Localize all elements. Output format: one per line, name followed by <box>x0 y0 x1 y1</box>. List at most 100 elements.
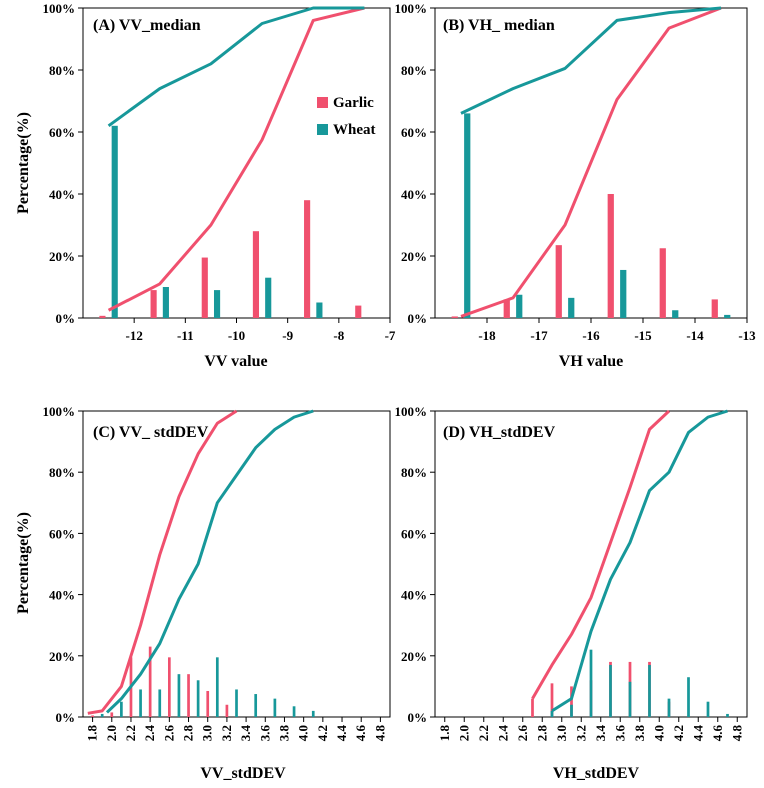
panel-a-frame <box>82 7 391 319</box>
panel-c-frame <box>82 410 391 718</box>
panel-c-bar-wheat-4 <box>177 674 181 717</box>
panel-d-bar-wheat-0 <box>550 710 554 717</box>
panel-d-xlabel: VH_stdDEV <box>553 765 640 782</box>
panel-c-bar-wheat-7 <box>235 689 238 717</box>
panel-d-lines <box>531 409 728 713</box>
panel-c-bar-wheat-1 <box>120 701 123 717</box>
panel-a-xtick-label-0: -12 <box>125 328 142 343</box>
panel-c-xtick-label-10: 3.8 <box>276 725 291 742</box>
panel-a-xtick-label-2: -10 <box>228 328 245 343</box>
panel-c-xtick-label-5: 2.8 <box>181 725 196 742</box>
legend-garlic-label: Garlic <box>333 95 374 111</box>
panel-a-xticks: -12 -11 -10 -9 -8 -7 <box>125 318 396 343</box>
panel-b-bar-wheat-3 <box>620 269 627 318</box>
panel-d-bar-wheat-8 <box>706 701 710 717</box>
panel-c-lines <box>87 409 314 715</box>
panel-b-xtick-label-1: -17 <box>530 328 548 343</box>
legend-wheat-swatch <box>317 124 328 135</box>
panel-c-xtick-label-12: 4.2 <box>315 725 330 741</box>
panel-d-xtick-label-15: 4.8 <box>729 725 744 742</box>
panel-b-xtick-label-3: -15 <box>634 328 652 343</box>
panel-d-bar-garlic-1 <box>550 683 554 717</box>
panel-d-xtick-label-9: 3.6 <box>612 725 627 742</box>
panel-b: 0% 20% 40% 60% 80% 100% -18 -17 -16 -15 -14 -13 (B… <box>395 1 757 370</box>
panel-c-bar-garlic-6 <box>206 690 210 717</box>
panel-c-bar-wheat-0 <box>100 713 104 717</box>
panel-d-ytick-label-3: 60% <box>401 526 427 541</box>
panel-d-xtick-label-11: 4.0 <box>651 725 666 741</box>
panel-a-yticks: 0% 20% 40% 60% 80% 100% <box>43 1 83 326</box>
legend: Garlic Wheat <box>317 95 376 138</box>
panel-c-bar-wheat-5 <box>196 680 200 717</box>
panel-d-yticks: 0% 20% 40% 60% 80% 100% <box>395 404 435 725</box>
panel-b-bar-wheat-1 <box>516 294 523 318</box>
panel-a-xtick-label-3: -9 <box>282 328 293 343</box>
panel-d-xtick-label-2: 2.2 <box>476 725 491 741</box>
panel-a-lines <box>107 6 365 312</box>
panel-c-title: (C) VV_ stdDEV <box>93 424 209 441</box>
panel-d-xtick-label-0: 1.8 <box>437 725 452 742</box>
panel-a-cumulative-line-wheat <box>107 6 365 128</box>
panel-c-xticks: 1.8 2.0 2.2 2.4 2.6 2.8 3.0 3.2 3.4 3.6 3.8 4.0 4.2 4… <box>85 717 387 742</box>
panel-c-bar-wheat-10 <box>292 706 296 717</box>
panel-a-cumulative-line-garlic <box>107 6 365 312</box>
panel-b-lines <box>460 6 722 318</box>
panel-b-xticks: -18 -17 -16 -15 -14 -13 <box>478 318 756 343</box>
panel-c-bar-garlic-1 <box>110 712 114 717</box>
panel-a-ytick-label-5: 100% <box>43 1 76 16</box>
panel-d-ytick-label-5: 100% <box>395 404 428 419</box>
panel-c-bar-wheat-3 <box>158 689 162 717</box>
panel-a-xtick-label-4: -8 <box>333 328 344 343</box>
panel-d-ytick-label-0: 0% <box>408 710 428 725</box>
panel-b-bar-wheat-0 <box>464 113 471 319</box>
panel-c-ytick-label-1: 20% <box>49 649 75 664</box>
panel-c-xtick-label-8: 3.4 <box>238 725 253 742</box>
panel-b-ytick-label-5: 100% <box>395 1 428 16</box>
panel-c-bar-garlic-4 <box>168 657 171 717</box>
panel-b-bar-wheat-2 <box>568 297 575 318</box>
panel-b-bar-wheat-5 <box>724 314 731 318</box>
panel-a-xtick-label-1: -11 <box>177 328 194 343</box>
panel-d-bar-wheat-5 <box>648 664 651 717</box>
panel-a-ytick-label-0: 0% <box>56 311 76 326</box>
panel-a-xtick-label-5: -7 <box>385 328 396 343</box>
y-axis-label-top: Percentage(%) <box>15 112 32 214</box>
panel-c-yticks: 0% 20% 40% 60% 80% 100% <box>43 404 83 725</box>
panel-a-bar-wheat-0 <box>111 125 118 318</box>
panel-b-yticks: 0% 20% 40% 60% 80% 100% <box>395 1 435 326</box>
panel-b-xlabel: VH value <box>559 353 623 370</box>
panel-c-bar-garlic-5 <box>187 674 190 717</box>
panel-c-bar-garlic-3 <box>148 646 152 717</box>
panel-c-bar-wheat-2 <box>139 689 142 717</box>
panel-d-ytick-label-2: 40% <box>401 588 427 603</box>
panel-c-ytick-label-2: 40% <box>49 588 75 603</box>
panel-a-ytick-label-1: 20% <box>49 249 75 264</box>
panel-c-xtick-label-9: 3.6 <box>257 725 272 742</box>
panel-d-xticks: 1.8 2.0 2.2 2.4 2.6 2.8 3.0 3.2 3.4 3.6 3.8 4.0 4.2 4… <box>437 717 744 742</box>
panel-c-xtick-label-15: 4.8 <box>372 725 387 742</box>
panel-a-bar-wheat-1 <box>162 287 169 318</box>
panel-d-bar-wheat-2 <box>589 649 593 717</box>
panel-b-bar-garlic-0 <box>451 316 458 318</box>
panel-d-bar-wheat-1 <box>570 704 573 717</box>
panel-c-bar-wheat-11 <box>311 710 315 717</box>
panel-c-xtick-label-1: 2.0 <box>104 725 119 741</box>
panel-a-bar-wheat-3 <box>265 277 272 318</box>
panel-a-bar-wheat-2 <box>213 290 221 318</box>
panel-a-ytick-label-4: 80% <box>49 63 75 78</box>
panel-b-title: (B) VH_ median <box>443 17 555 34</box>
panel-b-xtick-label-2: -16 <box>582 328 600 343</box>
panel-d-xtick-label-14: 4.6 <box>710 725 725 742</box>
panel-d-xtick-label-7: 3.2 <box>573 725 588 741</box>
panel-a-xlabel: VV value <box>204 353 267 370</box>
panel-d-xtick-label-10: 3.8 <box>632 725 647 742</box>
panel-b-ytick-label-3: 60% <box>401 125 427 140</box>
panel-d-xtick-label-8: 3.4 <box>593 725 608 742</box>
panel-d-xtick-label-12: 4.2 <box>671 725 686 741</box>
panel-a-bar-garlic-5 <box>355 305 362 318</box>
panel-c-ytick-label-3: 60% <box>49 526 75 541</box>
panel-d-bar-wheat-7 <box>687 677 690 717</box>
panel-a-bar-garlic-2 <box>201 257 208 318</box>
panel-b-bar-wheat-4 <box>672 310 679 318</box>
panel-d-bars <box>531 649 729 717</box>
